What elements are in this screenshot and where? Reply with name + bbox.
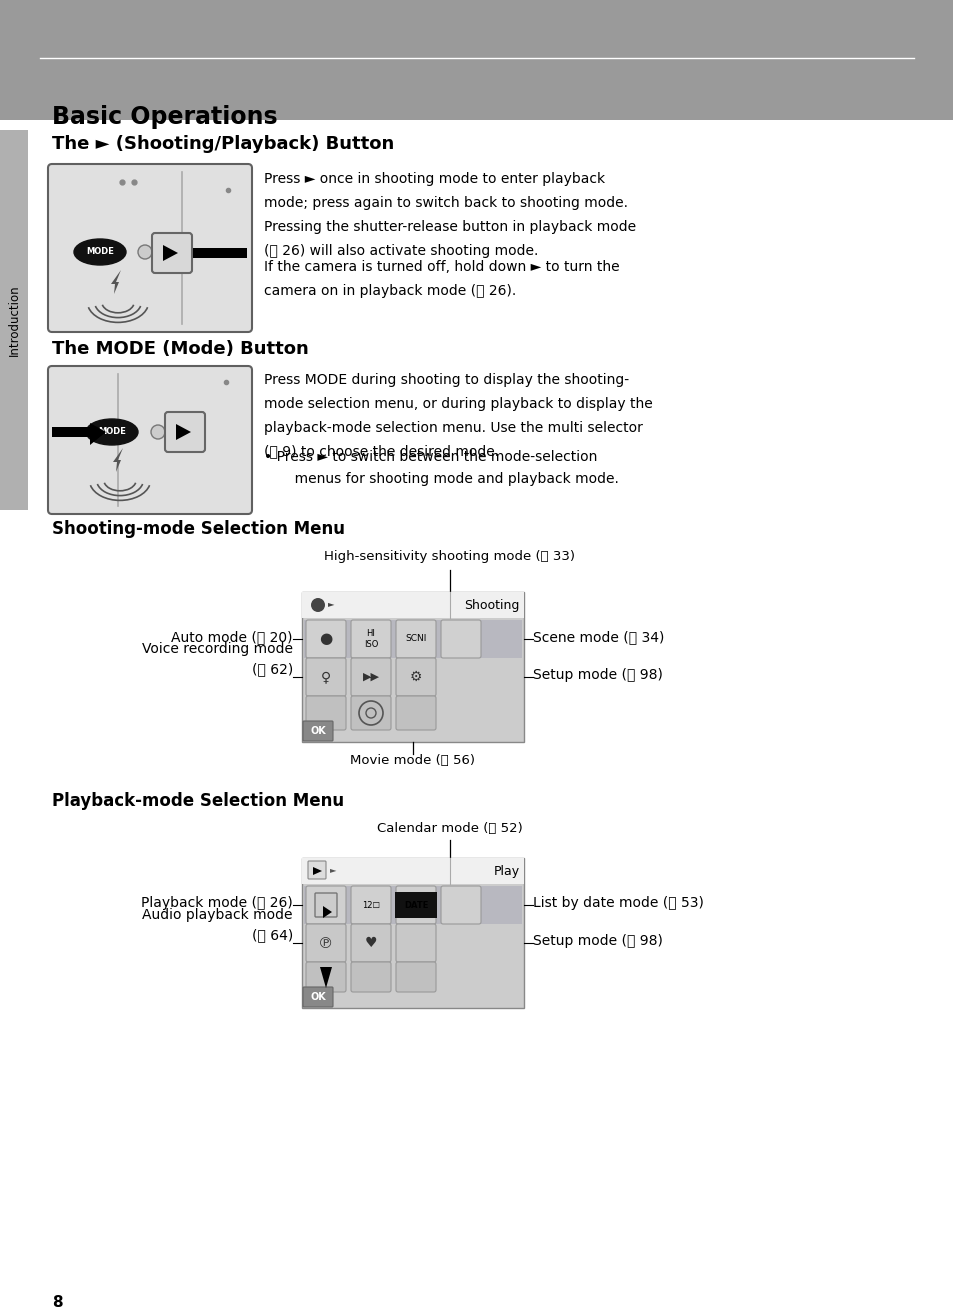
Text: Calendar mode (Ⓢ 52): Calendar mode (Ⓢ 52) — [376, 823, 522, 834]
Text: MODE: MODE — [98, 427, 126, 436]
FancyBboxPatch shape — [303, 721, 333, 741]
Ellipse shape — [74, 239, 126, 265]
Text: Playback-mode Selection Menu: Playback-mode Selection Menu — [52, 792, 344, 809]
Text: Audio playback mode
(Ⓢ 64): Audio playback mode (Ⓢ 64) — [142, 908, 293, 942]
Bar — [302, 858, 523, 884]
FancyBboxPatch shape — [306, 924, 346, 962]
FancyBboxPatch shape — [306, 696, 346, 731]
FancyBboxPatch shape — [395, 886, 436, 924]
Text: DATE: DATE — [403, 900, 428, 909]
Bar — [0, 130, 28, 510]
Ellipse shape — [151, 424, 165, 439]
FancyBboxPatch shape — [306, 620, 346, 658]
Text: ♀: ♀ — [320, 670, 331, 685]
FancyBboxPatch shape — [306, 962, 346, 992]
Polygon shape — [111, 269, 121, 294]
Bar — [0, 0, 953, 120]
Text: Shooting-mode Selection Menu: Shooting-mode Selection Menu — [52, 520, 345, 537]
Text: ●: ● — [319, 632, 333, 646]
Text: SCNI: SCNI — [405, 635, 426, 644]
Ellipse shape — [138, 244, 152, 259]
Bar — [302, 858, 523, 1008]
FancyBboxPatch shape — [314, 894, 336, 917]
Text: ►: ► — [330, 865, 336, 874]
Bar — [304, 886, 521, 924]
Polygon shape — [319, 967, 332, 988]
FancyBboxPatch shape — [308, 861, 326, 879]
Text: ►: ► — [328, 599, 335, 608]
FancyBboxPatch shape — [351, 696, 391, 731]
Polygon shape — [90, 423, 106, 445]
Text: ℗: ℗ — [318, 936, 334, 950]
Ellipse shape — [86, 419, 138, 445]
FancyBboxPatch shape — [395, 620, 436, 658]
Text: OK: OK — [310, 727, 326, 736]
Text: HI
ISO: HI ISO — [363, 629, 377, 649]
Text: Introduction: Introduction — [8, 284, 20, 356]
Text: Movie mode (Ⓢ 56): Movie mode (Ⓢ 56) — [350, 754, 475, 767]
FancyBboxPatch shape — [395, 962, 436, 992]
FancyBboxPatch shape — [165, 413, 205, 452]
Text: Setup mode (Ⓢ 98): Setup mode (Ⓢ 98) — [533, 668, 662, 682]
FancyBboxPatch shape — [440, 620, 480, 658]
FancyBboxPatch shape — [351, 658, 391, 696]
Text: Shooting: Shooting — [464, 599, 519, 612]
Text: Auto mode (Ⓢ 20): Auto mode (Ⓢ 20) — [172, 629, 293, 644]
Bar — [52, 427, 94, 438]
FancyBboxPatch shape — [48, 367, 252, 514]
Text: 12☐: 12☐ — [361, 900, 379, 909]
Text: ▶▶: ▶▶ — [362, 671, 379, 682]
FancyBboxPatch shape — [351, 620, 391, 658]
FancyBboxPatch shape — [48, 164, 252, 332]
Text: Setup mode (Ⓢ 98): Setup mode (Ⓢ 98) — [533, 934, 662, 947]
Text: The ► (Shooting/Playback) Button: The ► (Shooting/Playback) Button — [52, 135, 394, 152]
Polygon shape — [163, 244, 178, 261]
Bar — [302, 593, 523, 742]
FancyBboxPatch shape — [306, 658, 346, 696]
Text: Scene mode (Ⓢ 34): Scene mode (Ⓢ 34) — [533, 629, 663, 644]
Text: Basic Operations: Basic Operations — [52, 105, 277, 129]
Text: List by date mode (Ⓢ 53): List by date mode (Ⓢ 53) — [533, 896, 703, 911]
FancyBboxPatch shape — [152, 233, 192, 273]
Text: If the camera is turned off, hold down ► to turn the
camera on in playback mode : If the camera is turned off, hold down ►… — [264, 260, 619, 298]
Bar — [193, 248, 247, 258]
FancyBboxPatch shape — [395, 696, 436, 731]
Text: Press MODE during shooting to display the shooting-
mode selection menu, or duri: Press MODE during shooting to display th… — [264, 373, 652, 459]
FancyBboxPatch shape — [351, 962, 391, 992]
FancyBboxPatch shape — [395, 924, 436, 962]
FancyBboxPatch shape — [351, 886, 391, 924]
Polygon shape — [313, 867, 322, 875]
Text: ♥: ♥ — [364, 936, 376, 950]
FancyBboxPatch shape — [351, 924, 391, 962]
Polygon shape — [112, 448, 123, 472]
Text: High-sensitivity shooting mode (Ⓢ 33): High-sensitivity shooting mode (Ⓢ 33) — [324, 551, 575, 562]
Text: 8: 8 — [52, 1296, 63, 1310]
Polygon shape — [323, 905, 332, 918]
Text: Press ► once in shooting mode to enter playback
mode; press again to switch back: Press ► once in shooting mode to enter p… — [264, 172, 636, 258]
Text: Voice recording mode
(Ⓢ 62): Voice recording mode (Ⓢ 62) — [142, 643, 293, 675]
Text: ⚙: ⚙ — [410, 670, 422, 685]
Polygon shape — [175, 424, 191, 440]
Bar — [304, 620, 521, 658]
FancyBboxPatch shape — [306, 886, 346, 924]
Text: Play: Play — [494, 865, 519, 878]
FancyBboxPatch shape — [303, 987, 333, 1007]
Text: MODE: MODE — [86, 247, 113, 256]
Text: • Press ► to switch between the mode-selection
       menus for shooting mode an: • Press ► to switch between the mode-sel… — [264, 449, 618, 486]
Text: The MODE (Mode) Button: The MODE (Mode) Button — [52, 340, 309, 357]
Bar — [302, 593, 523, 618]
FancyBboxPatch shape — [395, 658, 436, 696]
Text: Playback mode (Ⓢ 26): Playback mode (Ⓢ 26) — [141, 896, 293, 911]
Text: OK: OK — [310, 992, 326, 1003]
FancyBboxPatch shape — [440, 886, 480, 924]
Circle shape — [311, 598, 325, 612]
